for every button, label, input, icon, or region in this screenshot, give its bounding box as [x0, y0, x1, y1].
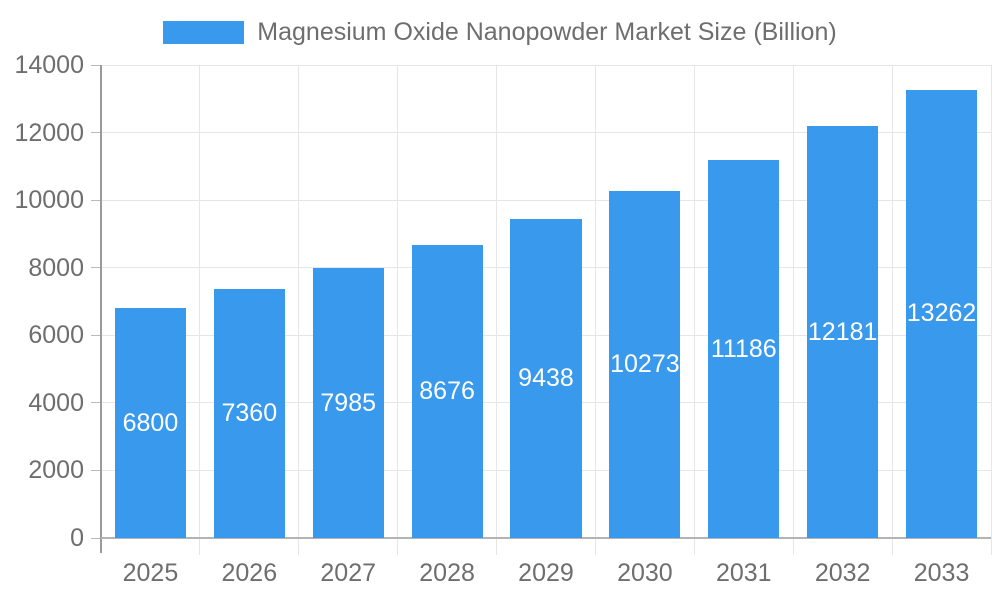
- bar-value-label: 12181: [807, 317, 878, 346]
- y-tick-label: 0: [70, 524, 84, 552]
- y-axis-tick: [91, 64, 101, 66]
- y-axis-tick: [91, 402, 101, 404]
- bar[interactable]: 7360: [213, 289, 285, 538]
- bar[interactable]: 13262: [905, 89, 978, 538]
- y-axis-tick: [91, 537, 101, 539]
- gridline-horizontal: [101, 64, 991, 66]
- bar-value-label: 10273: [610, 349, 680, 378]
- bar-value-label: 6800: [122, 408, 179, 437]
- gridline-vertical: [298, 65, 300, 555]
- bar[interactable]: 9438: [510, 219, 582, 538]
- gridline-vertical: [199, 65, 201, 555]
- y-tick-label: 8000: [28, 253, 84, 282]
- y-axis-tick: [91, 334, 101, 336]
- bar-value-label: 7360: [221, 399, 278, 428]
- y-axis-line: [100, 65, 102, 553]
- y-tick-label: 4000: [28, 388, 84, 417]
- x-tick-label: 2029: [518, 559, 574, 587]
- bar[interactable]: 6800: [114, 308, 187, 538]
- x-tick-label: 2027: [320, 559, 377, 587]
- gridline-horizontal: [101, 132, 991, 134]
- bar-value-label: 7985: [320, 388, 377, 417]
- gridline-vertical: [397, 65, 399, 555]
- y-axis-tick: [91, 132, 101, 134]
- gridline-vertical: [990, 65, 992, 555]
- y-tick-label: 2000: [28, 456, 84, 485]
- legend[interactable]: Magnesium Oxide Nanopowder Market Size (…: [0, 15, 1000, 49]
- bar[interactable]: 11186: [708, 160, 780, 538]
- x-tick-label: 2028: [419, 559, 475, 587]
- bar[interactable]: 12181: [807, 126, 879, 538]
- bar-value-label: 9438: [518, 364, 574, 393]
- gridline-vertical: [594, 65, 596, 555]
- bar-value-label: 8676: [419, 376, 475, 405]
- y-axis-tick: [91, 469, 101, 471]
- y-tick-label: 6000: [28, 321, 84, 350]
- legend-swatch: [163, 20, 245, 44]
- bar-value-label: 13262: [906, 299, 977, 328]
- y-tick-label: 14000: [14, 51, 84, 79]
- bar[interactable]: 7985: [312, 268, 384, 538]
- x-tick-label: 2032: [814, 559, 871, 587]
- bar[interactable]: 10273: [609, 190, 681, 538]
- y-tick-label: 12000: [14, 118, 84, 147]
- gridline-vertical: [496, 65, 498, 555]
- x-tick-label: 2026: [221, 559, 278, 587]
- legend-label: Magnesium Oxide Nanopowder Market Size (…: [257, 17, 837, 46]
- x-tick-label: 2031: [715, 559, 772, 587]
- x-tick-label: 2033: [913, 559, 970, 587]
- bar[interactable]: 8676: [411, 244, 483, 538]
- y-axis-tick: [91, 267, 101, 269]
- bar-value-label: 11186: [710, 334, 777, 363]
- gridline-horizontal: [101, 199, 991, 201]
- gridline-vertical: [891, 65, 893, 555]
- x-axis-line: [101, 537, 991, 539]
- x-tick-label: 2025: [122, 559, 179, 587]
- x-tick-label: 2030: [617, 559, 673, 587]
- y-axis-tick: [91, 199, 101, 201]
- y-tick-label: 10000: [14, 186, 84, 215]
- gridline-vertical: [792, 65, 794, 555]
- gridline-vertical: [693, 65, 695, 555]
